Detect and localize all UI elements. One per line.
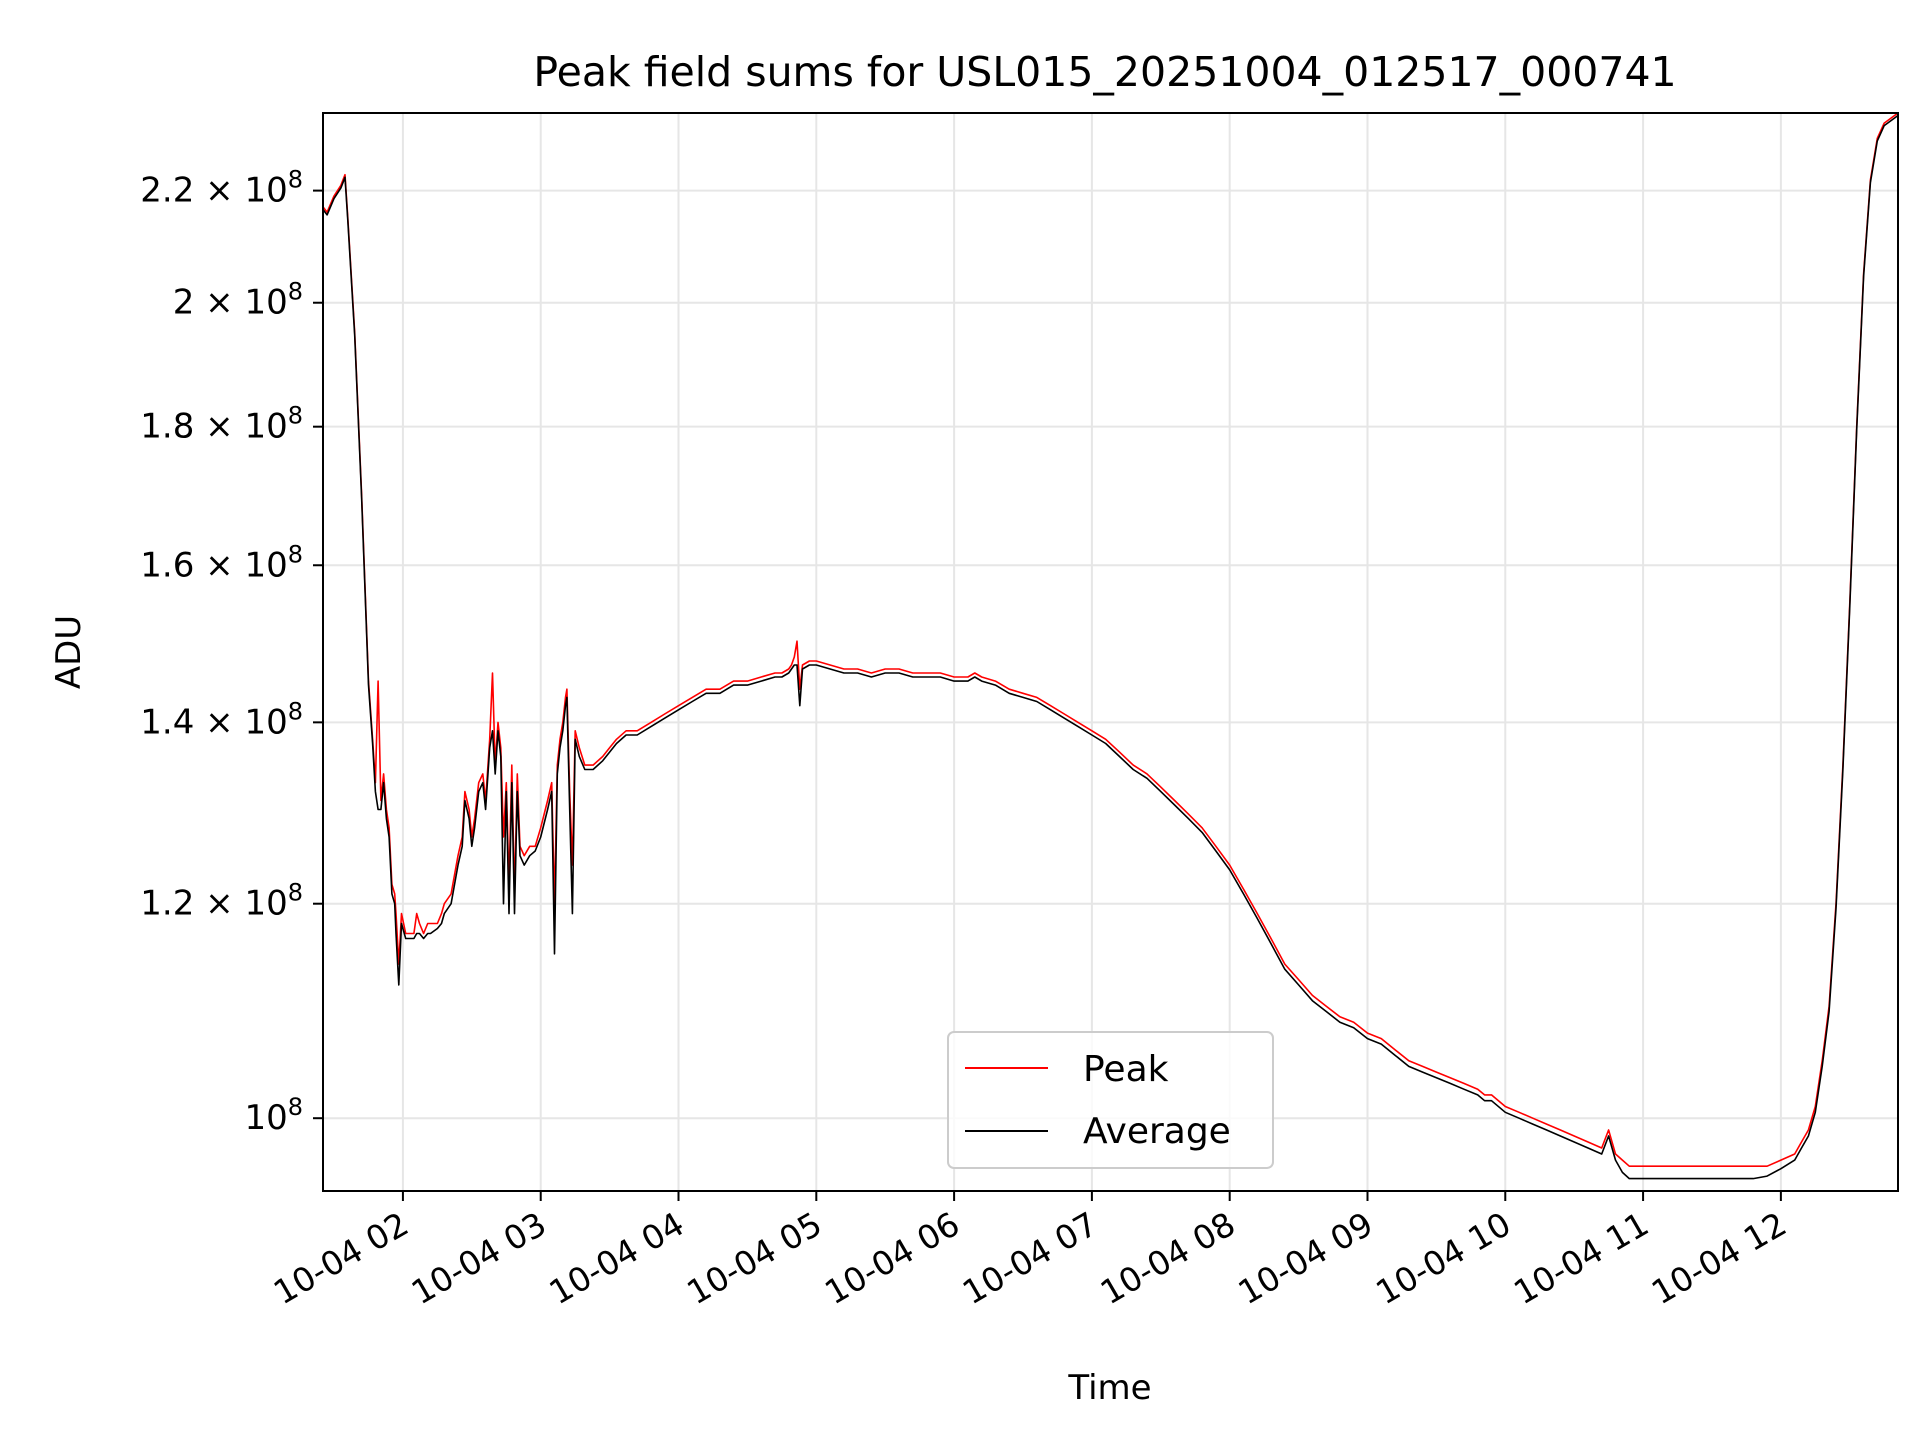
plot-frame [322,112,1899,1192]
legend-label-peak: Peak [1083,1049,1169,1090]
y-axis-label: ADU [49,615,89,689]
y-tick-label: 1.2 × 108 [140,879,303,924]
legend: Peak Average [947,1031,1274,1169]
chart-title: Peak field sums for USL015_20251004_0125… [533,48,1676,96]
y-axis: 108 1.2 × 108 1.4 × 108 1.6 × 108 1.8 × 108 2… [140,166,323,1138]
y-tick-label: 1.8 × 108 [140,402,303,447]
y-tick-label: 1.4 × 108 [140,697,303,742]
x-axis-label: Time [1067,1368,1151,1408]
y-tick-label: 1.6 × 108 [140,540,303,585]
y-tick-label: 2.2 × 108 [140,166,303,211]
y-tick-label: 2 × 108 [173,278,303,323]
series-line-average [323,114,1898,1180]
grid [323,113,1898,1191]
legend-label-average: Average [1083,1111,1231,1152]
legend-box [947,1031,1274,1169]
series-line-peak [323,113,1898,1167]
series-layer [323,113,1898,1180]
y-tick-label: 108 [244,1093,303,1138]
